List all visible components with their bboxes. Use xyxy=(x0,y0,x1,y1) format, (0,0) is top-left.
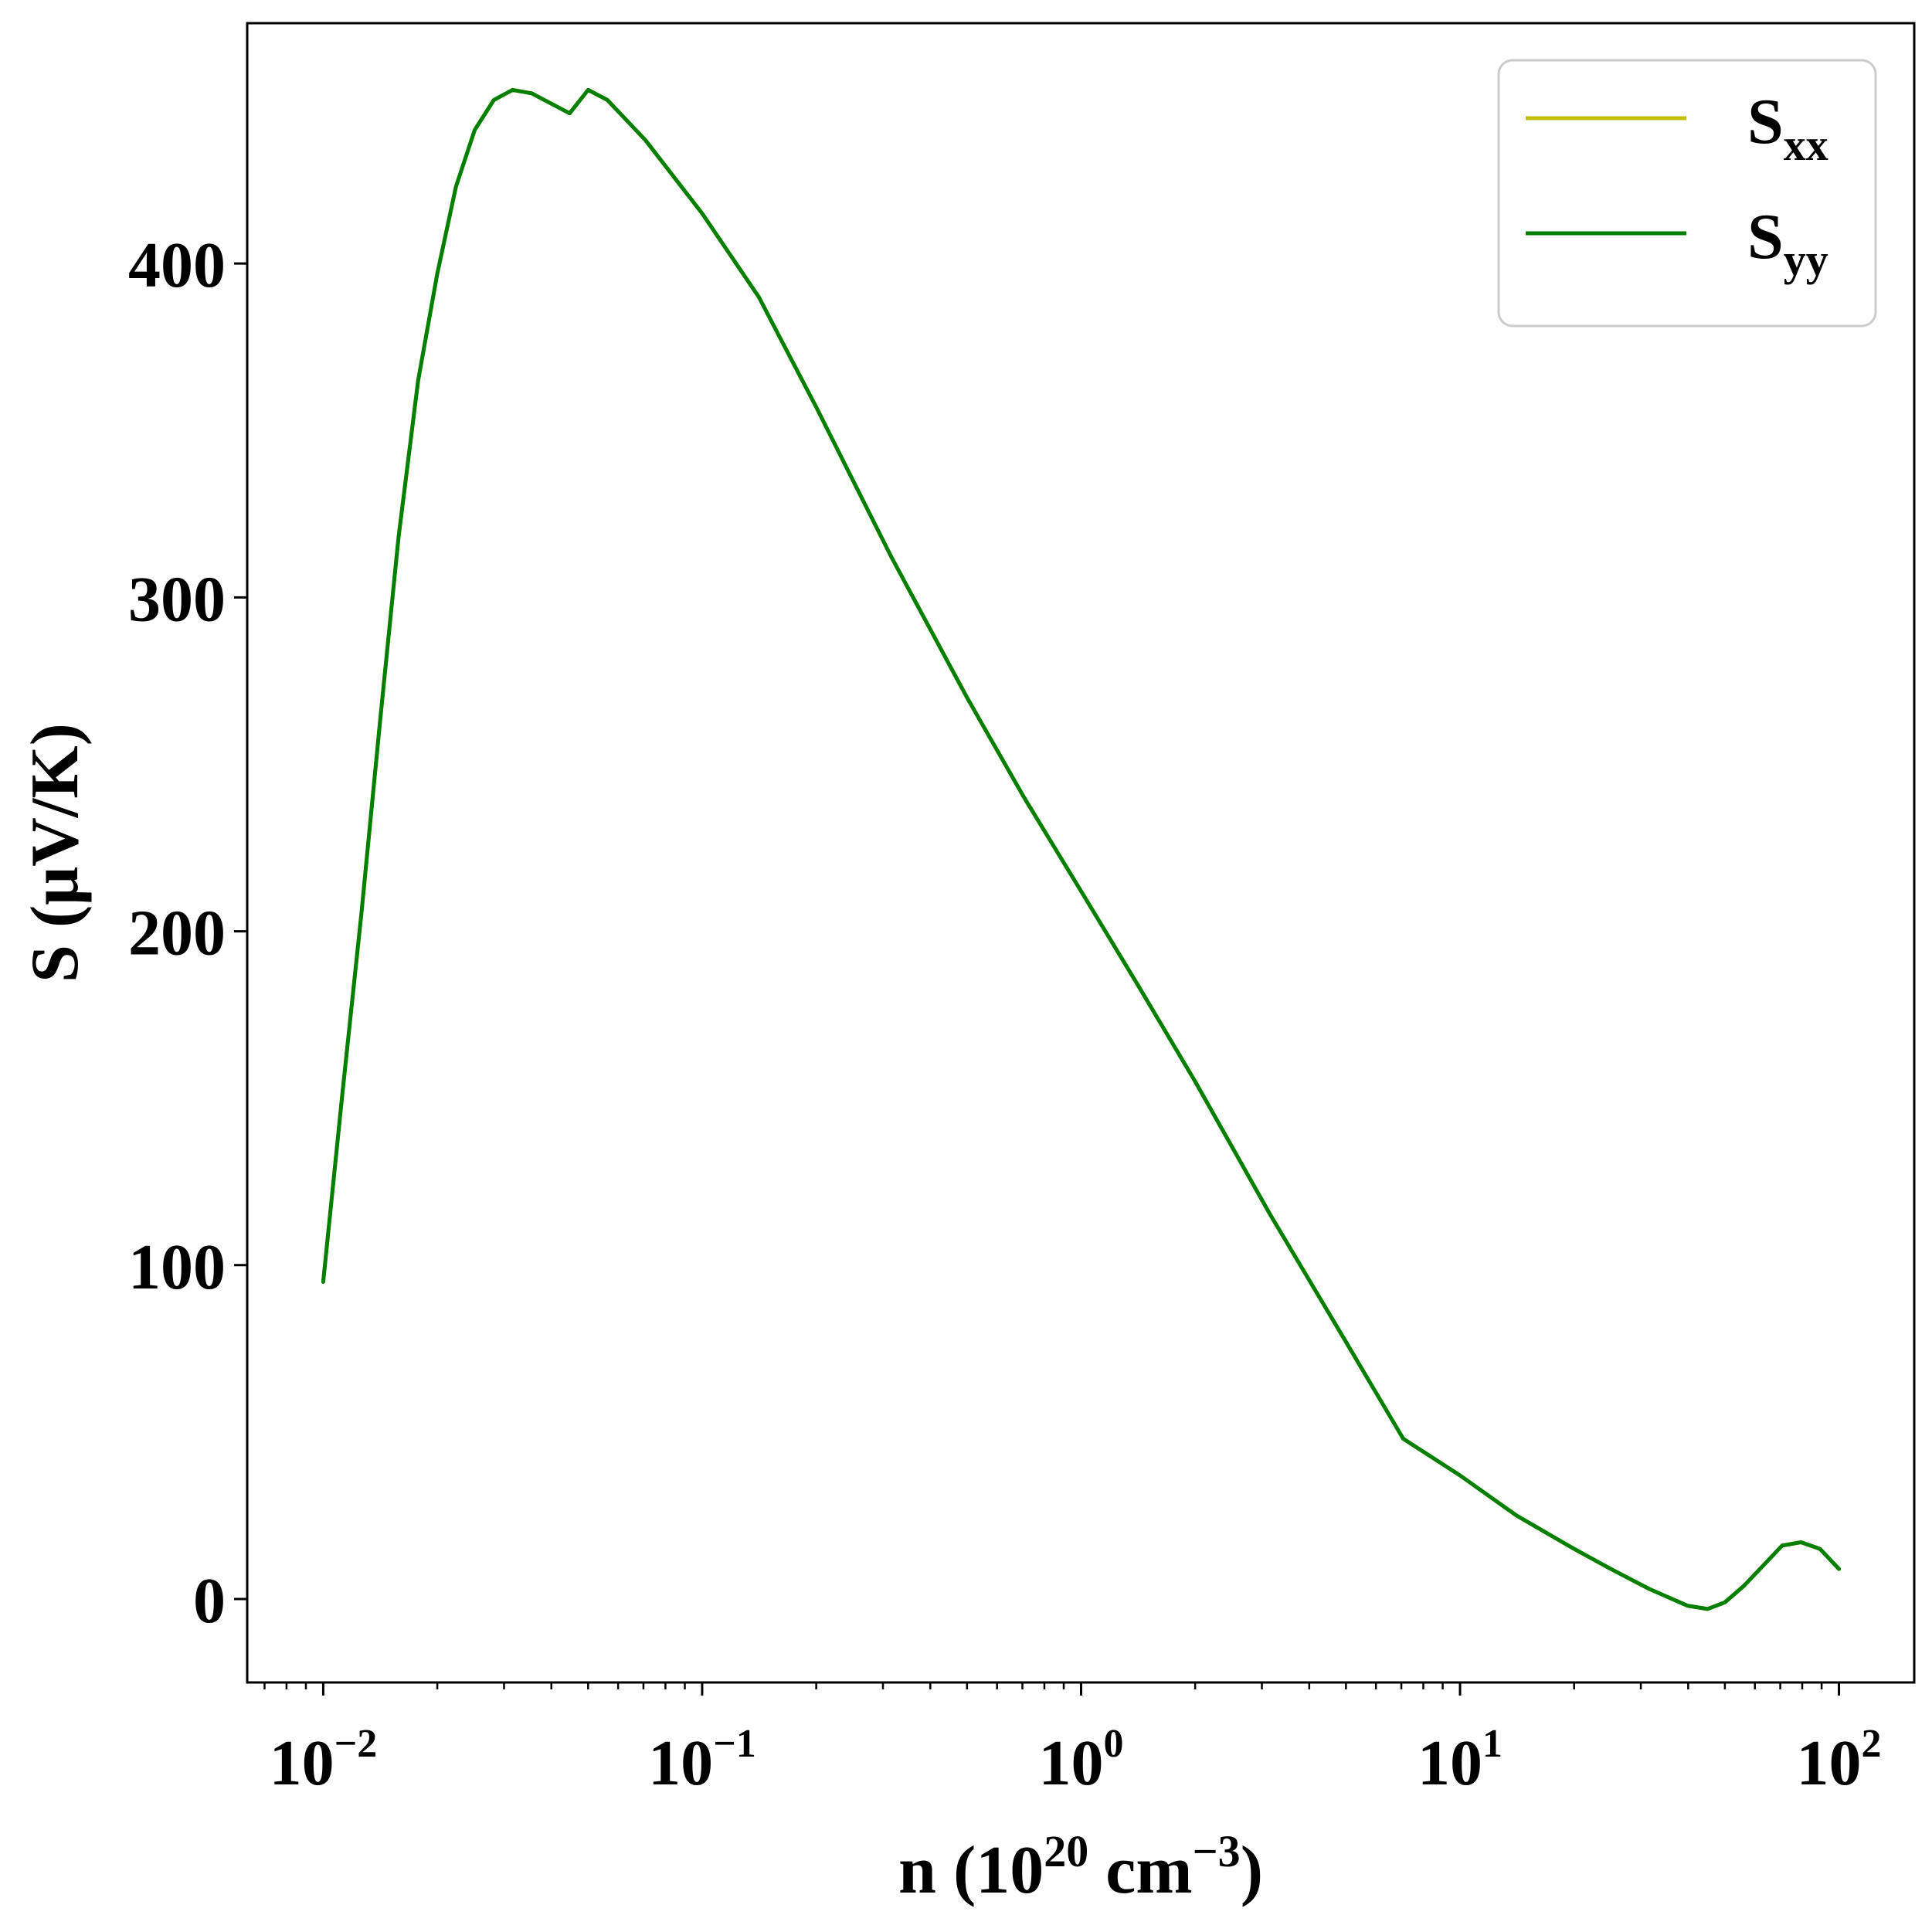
x-axis-label-suffix: ) xyxy=(1241,1833,1263,1908)
x-axis-label-sup-2: −3 xyxy=(1193,1826,1241,1876)
x-tick-label-exponent: 0 xyxy=(1103,1722,1123,1766)
x-axis: 10−2 10−1 100 101 102 xyxy=(263,1682,1882,1799)
legend-label-syy: Syy xyxy=(1747,201,1828,285)
legend-label-sxx-sub: xx xyxy=(1784,120,1828,170)
y-tick-label: 0 xyxy=(193,1565,226,1637)
x-axis-label: n (1020 cm−3) xyxy=(898,1826,1263,1908)
x-tick-label: 100 xyxy=(1038,1722,1123,1799)
y-tick-label: 200 xyxy=(128,898,226,969)
legend-label-sxx: Sxx xyxy=(1747,86,1828,170)
y-tick-label: 400 xyxy=(128,229,226,301)
x-tick-label-base: 10 xyxy=(270,1727,334,1799)
x-tick-label-base: 10 xyxy=(1797,1727,1862,1799)
x-axis-label-mid: cm xyxy=(1088,1833,1192,1908)
x-tick-label-base: 10 xyxy=(1038,1727,1103,1799)
legend-label-syy-sub: yy xyxy=(1784,235,1828,285)
y-axis: 0 100 200 300 400 xyxy=(128,229,247,1637)
x-tick-label: 102 xyxy=(1797,1722,1882,1799)
x-axis-label-prefix: n (10 xyxy=(898,1833,1044,1908)
y-tick-label: 300 xyxy=(128,563,226,635)
x-tick-label: 10−2 xyxy=(270,1722,378,1799)
x-tick-label-base: 10 xyxy=(648,1727,713,1799)
x-tick-label-exponent: −1 xyxy=(713,1722,756,1766)
y-axis-label: S (μV/K) xyxy=(18,723,93,983)
y-tick-label: 100 xyxy=(128,1231,226,1303)
x-tick-label-base: 10 xyxy=(1418,1727,1482,1799)
legend-label-sxx-main: S xyxy=(1747,86,1784,158)
x-tick-label-exponent: 2 xyxy=(1862,1722,1882,1766)
x-tick-label-exponent: 1 xyxy=(1482,1722,1502,1766)
legend-box xyxy=(1497,59,1877,328)
legend: Sxx Syy xyxy=(1497,59,1877,328)
x-tick-label: 101 xyxy=(1418,1722,1502,1799)
legend-label-syy-main: S xyxy=(1747,201,1784,273)
series-layer xyxy=(321,87,1842,1611)
x-tick-label: 10−1 xyxy=(648,1722,756,1799)
x-tick-label-exponent: −2 xyxy=(334,1722,378,1766)
x-axis-label-sup-1: 20 xyxy=(1044,1826,1088,1876)
series-line-syy xyxy=(321,87,1842,1611)
